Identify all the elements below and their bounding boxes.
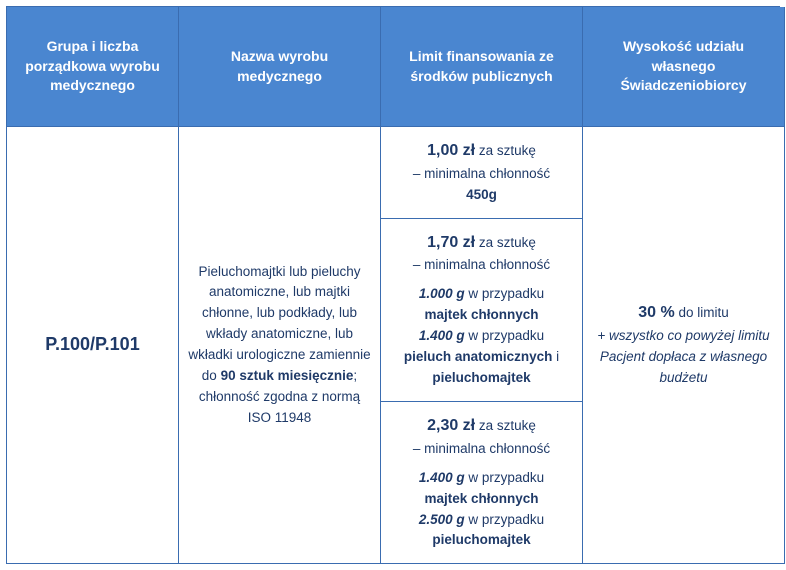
- product-code: P.100/P.101: [45, 331, 139, 359]
- price-line: 2,30 zł za sztukę: [427, 414, 536, 439]
- tier3-line2: 2.500 g w przypadku: [419, 510, 544, 531]
- min-absorb-line: – minimalna chłonność: [413, 164, 550, 185]
- patient-share-cell: 30 % do limitu + wszystko co powyżej lim…: [583, 127, 785, 564]
- tier2-cat1: majtek chłonnych: [424, 305, 538, 326]
- limit-tier-3: 2,30 zł za sztukę – minimalna chłonność …: [381, 402, 583, 564]
- min-absorb-line: – minimalna chłonność: [413, 255, 550, 276]
- product-description-cell: Pieluchomajtki lub pieluchy anatomiczne,…: [179, 127, 381, 564]
- share-note: + wszystko co powyżej limitu Pacjent dop…: [591, 326, 776, 389]
- price-line: 1,00 zł za sztukę: [427, 139, 536, 164]
- tier2-line1: 1.000 g w przypadku: [419, 284, 544, 305]
- tier3-cat1: majtek chłonnych: [424, 489, 538, 510]
- tier2-cat2b: pieluchomajtek: [432, 368, 530, 389]
- header-limit: Limit finansowania ze środków publicznyc…: [381, 7, 583, 127]
- tier3-line1: 1.400 g w przypadku: [419, 468, 544, 489]
- min-absorb-value: 450g: [466, 185, 497, 206]
- pricing-table: Grupa i liczba porządkowa wyrobu medyczn…: [6, 6, 780, 564]
- limit-tier-2: 1,70 zł za sztukę – minimalna chłonność …: [381, 219, 583, 402]
- header-name: Nazwa wyrobu medycznego: [179, 7, 381, 127]
- header-group: Grupa i liczba porządkowa wyrobu medyczn…: [7, 7, 179, 127]
- price-line: 1,70 zł za sztukę: [427, 231, 536, 256]
- tier2-line2: 1.400 g w przypadku: [419, 326, 544, 347]
- product-code-cell: P.100/P.101: [7, 127, 179, 564]
- tier3-cat2: pieluchomajtek: [432, 530, 530, 551]
- header-share: Wysokość udziału własnego Świadczeniobio…: [583, 7, 785, 127]
- share-pct-line: 30 % do limitu: [638, 301, 729, 326]
- limit-tier-1: 1,00 zł za sztukę – minimalna chłonność …: [381, 127, 583, 219]
- min-absorb-line: – minimalna chłonność: [413, 439, 550, 460]
- tier2-cat2: pieluch anatomicznych i: [404, 347, 559, 368]
- description-text: Pieluchomajtki lub pieluchy anatomiczne,…: [187, 262, 372, 429]
